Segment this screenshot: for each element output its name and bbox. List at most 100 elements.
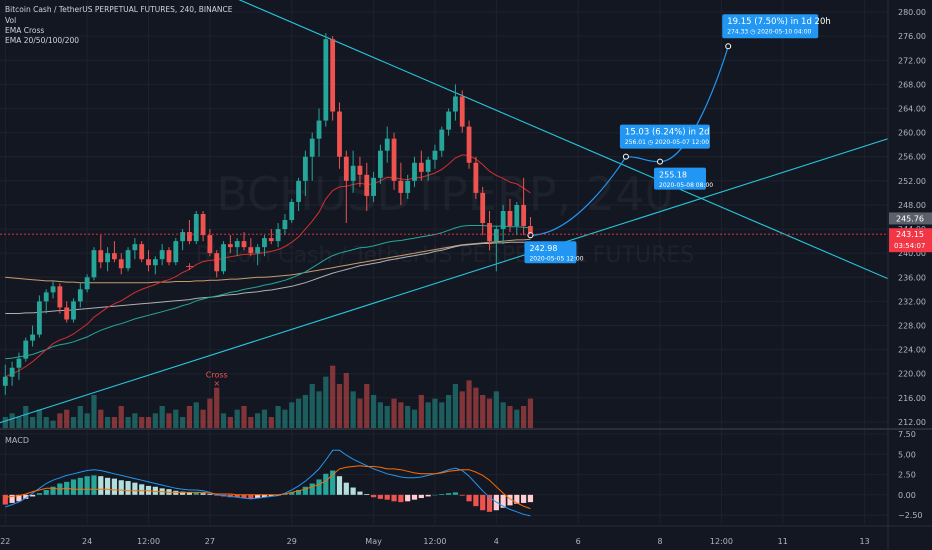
volume-bar [98, 409, 104, 428]
candle-body[interactable] [357, 165, 363, 175]
candle-body[interactable] [528, 226, 533, 235]
candle-body[interactable] [507, 210, 513, 227]
candle-body[interactable] [384, 138, 390, 151]
candle-body[interactable] [207, 235, 213, 254]
candle-body[interactable] [173, 241, 179, 263]
projection-path[interactable] [530, 46, 729, 236]
macd-hist-bar [370, 494, 377, 498]
candle-body[interactable] [418, 162, 424, 172]
macd-hist-bar [316, 479, 322, 495]
trendline[interactable] [142, 0, 899, 284]
candle-body[interactable] [255, 247, 261, 254]
candle-body[interactable] [132, 244, 138, 251]
candle-body[interactable] [302, 156, 308, 181]
candle-body[interactable] [105, 253, 110, 263]
macd-hist-bar [350, 487, 356, 495]
projection-point[interactable] [657, 158, 664, 165]
projection-point[interactable] [622, 153, 629, 160]
candle-body[interactable] [364, 174, 370, 196]
candle-body[interactable] [316, 120, 322, 139]
candle-body[interactable] [98, 250, 104, 263]
candle-body[interactable] [139, 244, 145, 260]
candle-body[interactable] [323, 39, 329, 121]
candle-body[interactable] [180, 232, 186, 242]
macd-hist-bar [132, 482, 138, 495]
candle-body[interactable] [262, 238, 267, 248]
candle-body[interactable] [200, 214, 206, 236]
candle-body[interactable] [91, 250, 97, 278]
candle-body[interactable] [282, 220, 288, 230]
candle-body[interactable] [514, 204, 520, 227]
price-tick-label: 264.00 [898, 105, 926, 114]
candle-body[interactable] [296, 180, 301, 202]
candle-body[interactable] [398, 180, 404, 193]
projection-point[interactable] [527, 232, 534, 239]
candle-body[interactable] [166, 250, 172, 263]
trendline[interactable] [0, 126, 927, 434]
candle-body[interactable] [412, 162, 417, 181]
volume-bar [91, 395, 97, 428]
projection-point[interactable] [725, 43, 732, 50]
candle-body[interactable] [71, 301, 76, 320]
candle-body[interactable] [241, 241, 247, 248]
candle-body[interactable] [112, 253, 117, 260]
candle-body[interactable] [50, 286, 56, 293]
candle-body[interactable] [43, 292, 49, 302]
candle-body[interactable] [146, 259, 151, 266]
candle-body[interactable] [432, 150, 438, 160]
candle-body[interactable] [275, 229, 281, 242]
candle-body[interactable] [473, 162, 479, 193]
candle-body[interactable] [214, 253, 220, 272]
candle-body[interactable] [37, 301, 42, 335]
candle-body[interactable] [227, 244, 233, 248]
candle-body[interactable] [439, 129, 445, 151]
candle-body[interactable] [57, 286, 63, 308]
candle-body[interactable] [234, 241, 240, 248]
candle-body[interactable] [330, 39, 336, 112]
candle-body[interactable] [84, 277, 90, 290]
candle-body[interactable] [446, 111, 451, 130]
candle-body[interactable] [152, 259, 158, 266]
candle-body[interactable] [268, 238, 274, 242]
candle-body[interactable] [500, 210, 506, 230]
candle-body[interactable] [187, 232, 192, 242]
projection-label: 255.18 [659, 171, 687, 180]
volume-bar [425, 402, 431, 428]
candle-body[interactable] [453, 96, 458, 112]
candle-body[interactable] [2, 376, 8, 386]
candle-body[interactable] [125, 250, 131, 269]
candle-body[interactable] [30, 334, 35, 341]
candle-body[interactable] [425, 159, 431, 172]
candle-body[interactable] [466, 126, 472, 163]
candle-body[interactable] [118, 259, 124, 269]
candle-body[interactable] [289, 201, 295, 221]
candle-body[interactable] [480, 192, 486, 224]
candle-body[interactable] [9, 367, 15, 377]
candle-body[interactable] [221, 244, 226, 272]
candle-body[interactable] [371, 177, 376, 196]
candle-body[interactable] [16, 358, 22, 368]
candle-body[interactable] [309, 138, 315, 157]
candle-body[interactable] [405, 180, 411, 193]
candle-body[interactable] [459, 96, 465, 127]
volume-bar [391, 398, 397, 428]
candle-body[interactable] [487, 223, 492, 242]
volume-bar [411, 409, 418, 428]
candle-body[interactable] [77, 289, 83, 302]
candle-body[interactable] [337, 111, 342, 157]
candle-body[interactable] [378, 150, 383, 178]
candle-body[interactable] [193, 214, 199, 242]
macd-hist-bar [139, 484, 145, 495]
candle-body[interactable] [159, 250, 165, 260]
candle-body[interactable] [350, 165, 356, 181]
candle-body[interactable] [391, 138, 397, 181]
candle-body[interactable] [248, 247, 254, 254]
volume-bar [16, 417, 22, 428]
candle-body[interactable] [343, 156, 349, 181]
candle-body[interactable] [493, 229, 499, 242]
candle-body[interactable] [64, 307, 70, 320]
candle-body[interactable] [23, 340, 29, 359]
candle-body[interactable] [521, 204, 527, 227]
macd-hist-bar [486, 494, 493, 512]
